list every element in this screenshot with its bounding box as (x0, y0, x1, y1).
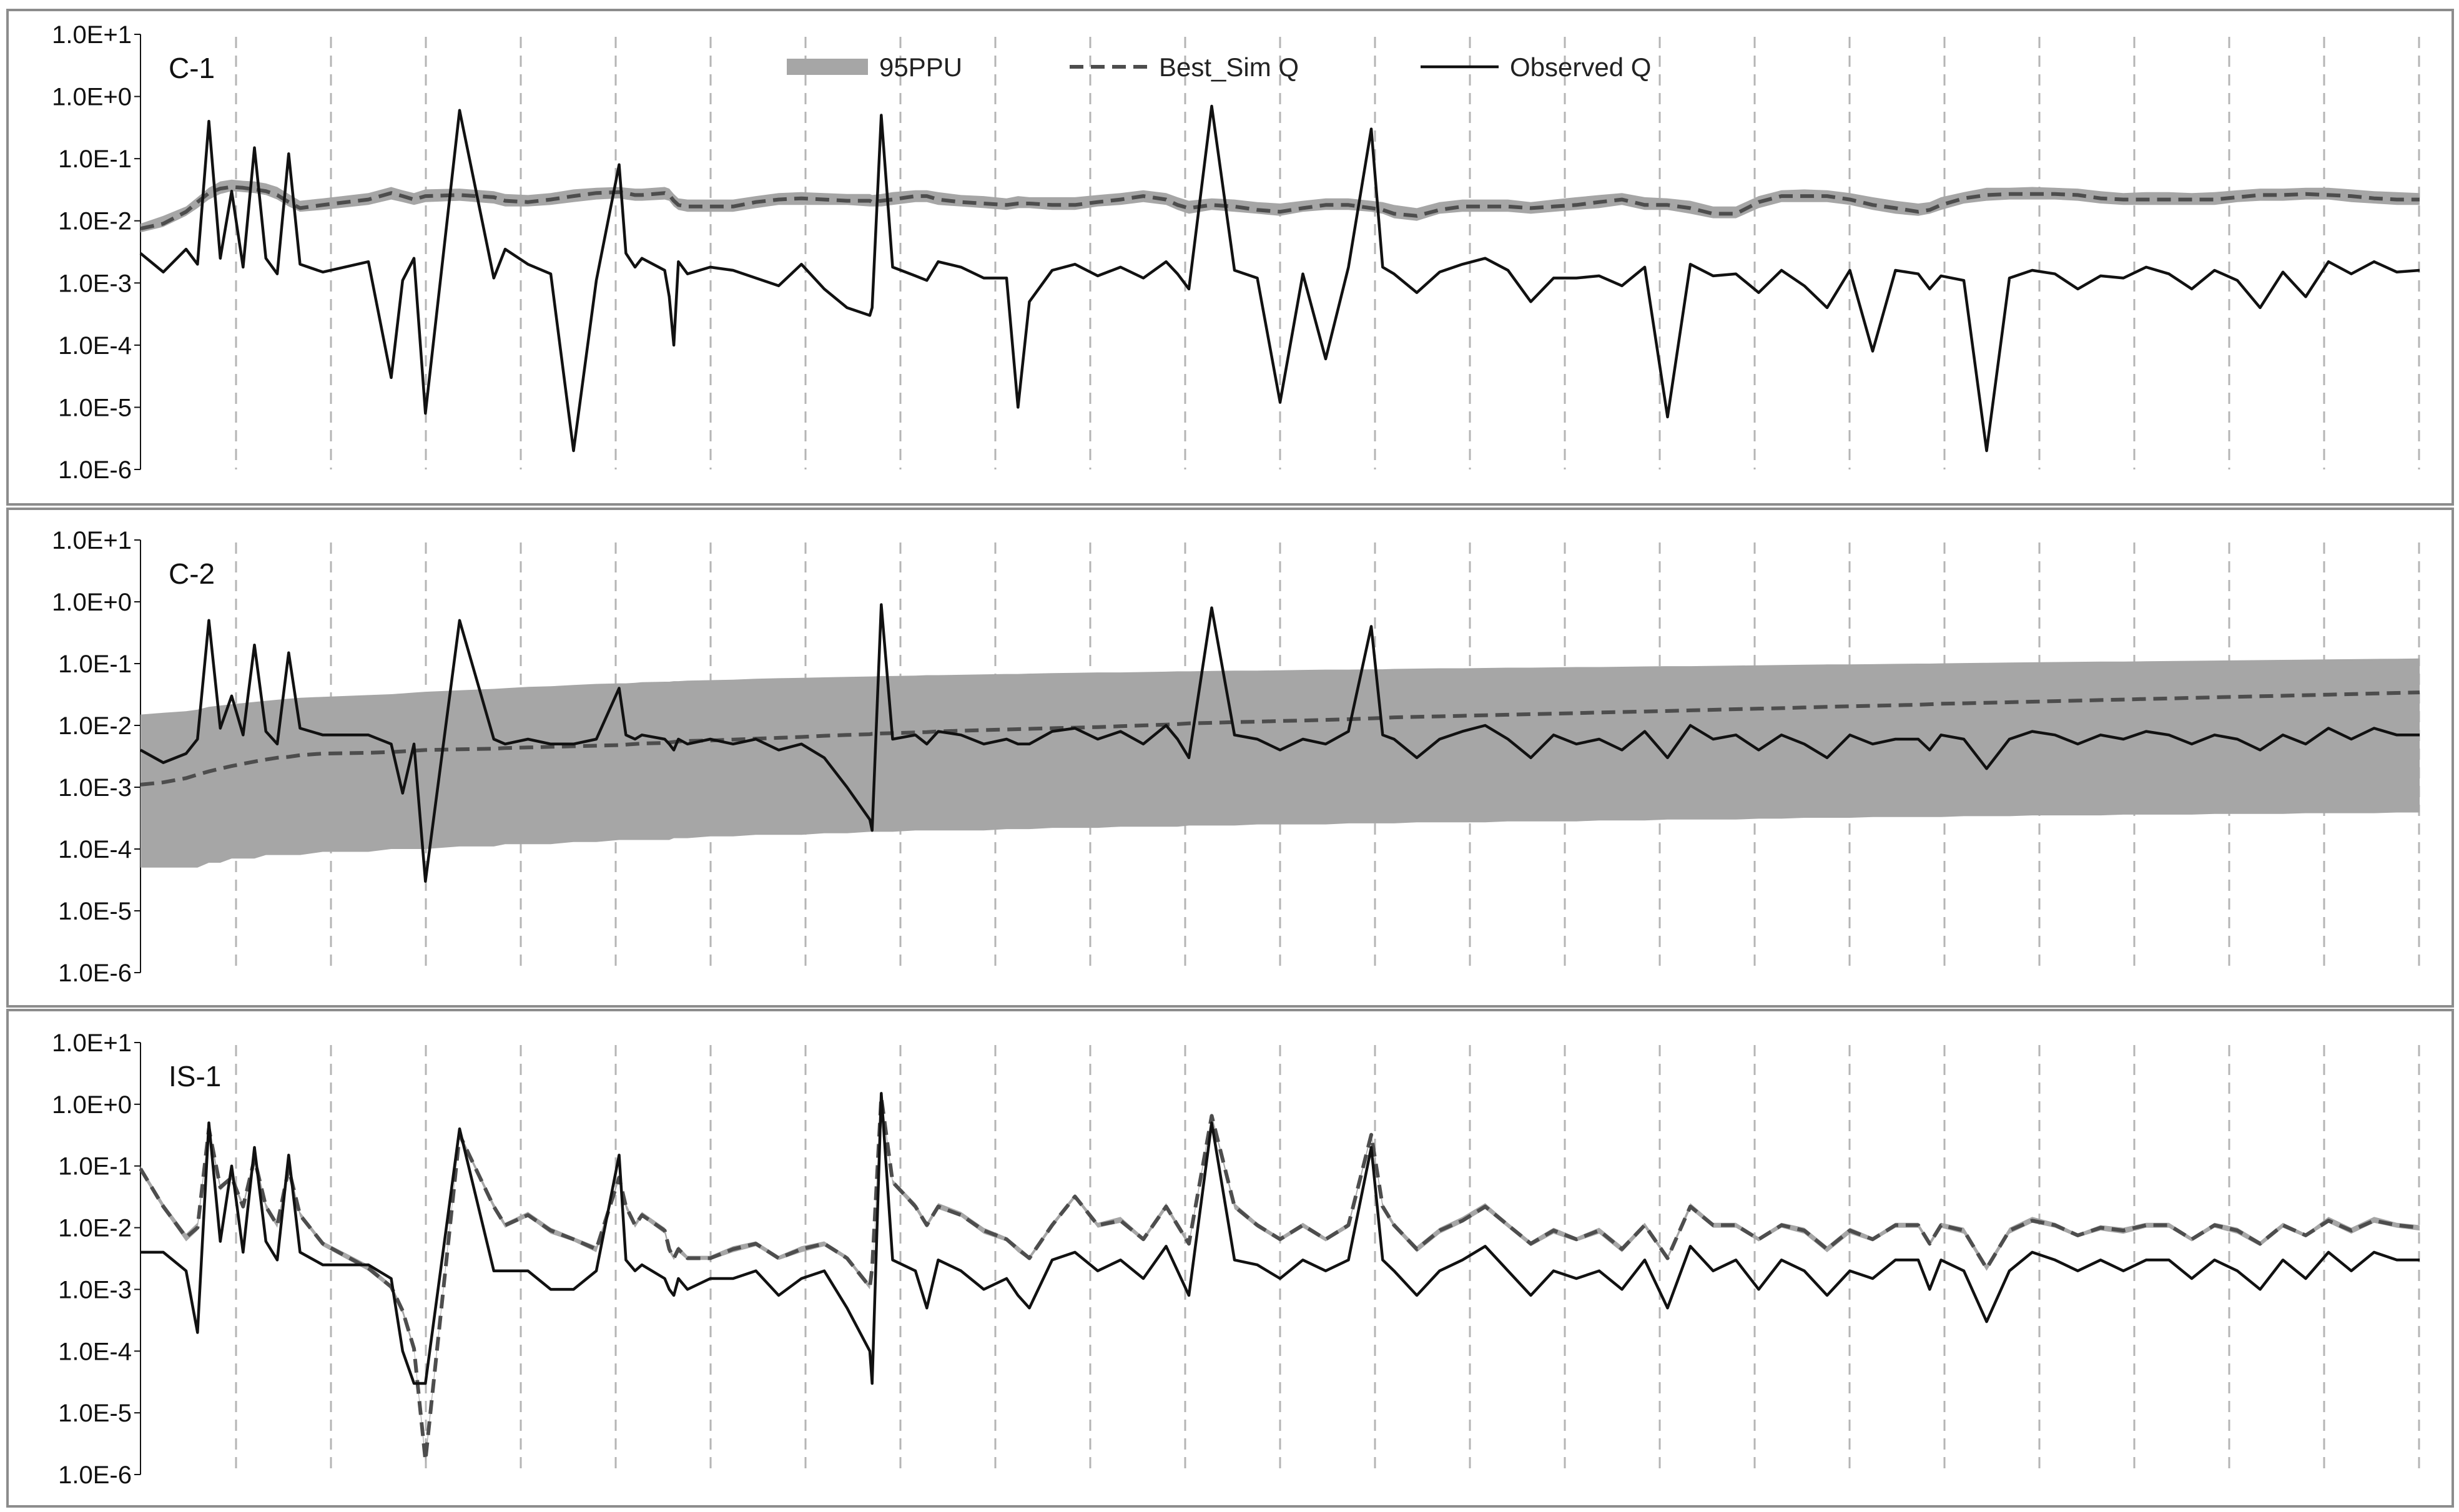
y-tick-label: 1.0E-4 (58, 836, 132, 863)
y-tick-label: 1.0E+1 (52, 21, 132, 49)
series-best-sim-line (139, 1095, 2420, 1463)
y-tick-label: 1.0E-3 (58, 270, 132, 297)
legend-label: 95PPU (879, 52, 962, 82)
panel-label: IS-1 (169, 1060, 221, 1092)
y-tick-label: 1.0E-1 (58, 145, 132, 173)
series-95ppu-band (140, 658, 2420, 868)
y-tick-label: 1.0E-6 (58, 456, 132, 484)
legend: 95PPU Best_Sim Q Observed Q (787, 52, 1651, 82)
legend-label: Best_Sim Q (1159, 52, 1299, 82)
y-tick-label: 1.0E-6 (58, 960, 132, 987)
y-tick-label: 1.0E-4 (58, 332, 132, 360)
y-tick-label: 1.0E-1 (58, 650, 132, 678)
y-tick-label: 1.0E-2 (58, 208, 132, 235)
y-tick-label: 1.0E-1 (58, 1153, 132, 1181)
series-best-sim-line (140, 690, 2420, 787)
y-tick-label: 1.0E+0 (52, 589, 132, 616)
panel-frame (6, 1009, 2454, 1508)
legend-swatch-band (787, 59, 868, 75)
y-tick-label: 1.0E-6 (58, 1461, 132, 1489)
series-observed-line (139, 104, 2420, 453)
y-tick-label: 1.0E-4 (58, 1338, 132, 1365)
series-observed-line (139, 603, 2420, 883)
panel-label: C-1 (169, 52, 215, 84)
legend-label: Observed Q (1510, 52, 1651, 82)
series-observed-line (140, 1092, 2420, 1385)
y-tick-label: 1.0E-3 (58, 774, 132, 802)
series-95ppu-band (140, 179, 2420, 233)
y-tick-label: 1.0E-3 (58, 1276, 132, 1303)
panel-label: C-2 (169, 557, 215, 590)
y-tick-label: 1.0E+1 (52, 527, 132, 554)
y-tick-label: 1.0E+0 (52, 84, 132, 111)
panel-frame (6, 9, 2454, 506)
y-tick-label: 1.0E-5 (58, 394, 132, 421)
y-tick-label: 1.0E-5 (58, 898, 132, 925)
y-tick-label: 1.0E-2 (58, 1215, 132, 1242)
y-tick-label: 1.0E-2 (58, 712, 132, 740)
y-tick-label: 1.0E+1 (52, 1029, 132, 1057)
chart-panel: 1.0E+1 1.0E+0 1.0E-1 1.0E-2 1.0E-3 1.0E-4 1.0E… (6, 9, 2454, 506)
chart-panel: 1.0E+1 1.0E+0 1.0E-1 1.0E-2 1.0E-3 1.0E-4 1.0E… (6, 508, 2454, 1008)
chart-panel: 1.0E+1 1.0E+0 1.0E-1 1.0E-2 1.0E-3 1.0E-4 1.0E… (6, 1009, 2454, 1508)
y-tick-label: 1.0E+0 (52, 1091, 132, 1119)
y-tick-label: 1.0E-5 (58, 1400, 132, 1427)
series-best-sim-line (140, 185, 2420, 231)
